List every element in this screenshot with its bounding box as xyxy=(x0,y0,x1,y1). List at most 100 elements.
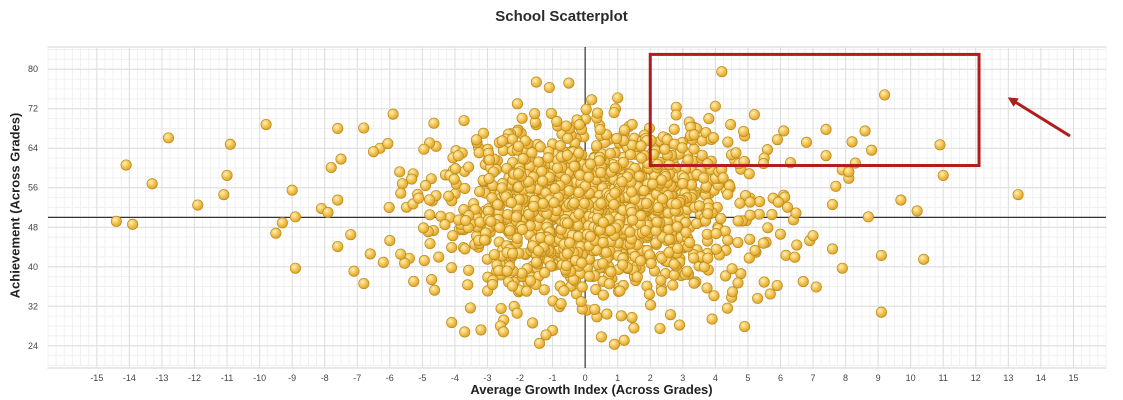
data-point xyxy=(218,189,230,201)
data-point xyxy=(676,142,688,154)
data-point xyxy=(1012,189,1024,201)
data-point xyxy=(608,199,620,211)
data-point xyxy=(387,108,399,120)
data-point xyxy=(459,243,471,255)
y-tick-label: 80 xyxy=(28,64,38,74)
x-tick-label: -4 xyxy=(451,373,459,383)
data-point xyxy=(633,170,645,182)
data-point xyxy=(664,309,677,321)
data-point xyxy=(721,302,734,314)
data-point xyxy=(483,154,496,166)
data-point xyxy=(424,238,436,250)
data-point xyxy=(446,241,458,254)
data-point xyxy=(656,252,668,264)
data-point xyxy=(617,259,629,271)
x-tick-label: -6 xyxy=(386,373,394,383)
data-point xyxy=(673,319,686,331)
data-point xyxy=(459,326,471,338)
data-point xyxy=(534,141,546,153)
data-point xyxy=(538,284,550,296)
x-tick-label: 4 xyxy=(713,373,718,383)
data-point xyxy=(631,271,643,283)
data-point xyxy=(911,205,923,217)
data-point xyxy=(758,276,770,288)
data-point xyxy=(537,197,549,209)
y-tick-label: 40 xyxy=(28,262,38,272)
data-point xyxy=(600,246,612,259)
data-point xyxy=(463,264,475,276)
data-point xyxy=(585,158,597,170)
data-point xyxy=(807,230,819,242)
data-point xyxy=(895,194,907,206)
data-point xyxy=(384,235,396,247)
data-point xyxy=(608,338,620,350)
data-point xyxy=(875,306,887,318)
data-point xyxy=(671,221,683,233)
data-point xyxy=(726,263,738,275)
data-point xyxy=(289,211,301,223)
data-point xyxy=(603,278,615,290)
data-point xyxy=(423,194,436,206)
data-point xyxy=(418,255,430,267)
x-tick-label: -9 xyxy=(288,373,296,383)
data-point xyxy=(757,237,769,249)
data-point xyxy=(722,188,734,200)
data-point xyxy=(810,281,822,293)
data-point xyxy=(563,77,575,89)
data-point xyxy=(702,158,714,170)
data-point xyxy=(601,308,613,320)
data-point xyxy=(396,178,408,190)
x-tick-label: 0 xyxy=(583,373,588,383)
y-axis-label: Achievement (Across Grades) xyxy=(7,112,23,299)
data-point xyxy=(586,94,598,106)
data-point xyxy=(488,249,500,261)
data-point xyxy=(537,175,549,187)
data-point xyxy=(739,320,751,333)
data-point xyxy=(626,312,638,324)
data-point xyxy=(710,228,722,240)
data-point xyxy=(429,284,441,296)
data-point xyxy=(624,149,636,161)
data-point xyxy=(417,222,430,234)
data-point xyxy=(377,256,389,268)
data-point xyxy=(635,140,647,152)
data-point xyxy=(551,115,563,128)
data-point xyxy=(464,302,476,314)
data-point xyxy=(426,274,438,286)
data-point xyxy=(772,196,784,208)
x-tick-label: -15 xyxy=(90,373,103,383)
x-tick-label: 9 xyxy=(876,373,881,383)
data-point xyxy=(530,76,542,88)
data-point xyxy=(668,269,680,281)
data-point xyxy=(594,124,606,136)
data-point xyxy=(866,144,878,156)
data-point xyxy=(701,282,713,294)
x-tick-label: 5 xyxy=(745,373,750,383)
data-point xyxy=(561,149,573,161)
highlight-arrow xyxy=(1007,97,1071,138)
data-point xyxy=(766,208,778,221)
data-point xyxy=(652,202,664,214)
data-point xyxy=(667,279,679,291)
data-point xyxy=(573,119,586,131)
data-point xyxy=(511,232,523,244)
data-point xyxy=(715,212,727,224)
data-point xyxy=(562,217,574,229)
data-point xyxy=(624,226,636,238)
data-point xyxy=(609,187,621,199)
data-point xyxy=(512,168,524,180)
x-tick-label: -14 xyxy=(123,373,136,383)
data-point xyxy=(655,274,667,286)
data-point xyxy=(734,197,746,209)
data-point xyxy=(597,289,609,301)
highlight-overlay xyxy=(648,52,1071,168)
data-point xyxy=(575,296,587,308)
data-point xyxy=(707,132,720,144)
data-point xyxy=(706,313,718,325)
data-point xyxy=(568,197,580,209)
data-point xyxy=(757,157,770,170)
x-tick-label: -3 xyxy=(483,373,491,383)
x-axis-ticks: -15 -14 -13 -12 -11 -10 -9 -8 -7 -6 -5 -4 -3 -2 -1 0 1 2 3… xyxy=(90,373,1078,383)
data-point xyxy=(589,303,601,315)
data-point xyxy=(573,147,585,159)
